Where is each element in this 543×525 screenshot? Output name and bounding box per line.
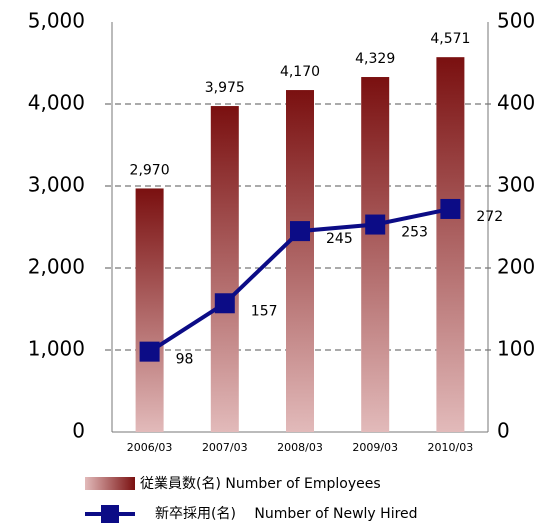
data-label: 4,170 — [280, 64, 320, 80]
y-tick-label: 0 — [72, 419, 85, 443]
legend-swatch — [101, 505, 119, 523]
x-tick-label: 2007/03 — [202, 441, 248, 454]
data-label: 3,975 — [205, 80, 245, 96]
marker — [440, 198, 461, 219]
marker — [214, 293, 235, 314]
legend-label: 新卒採用(名) Number of Newly Hired — [155, 506, 418, 522]
data-label: 245 — [326, 231, 353, 247]
y2-tick-label: 400 — [497, 91, 535, 115]
bar — [210, 106, 239, 433]
data-label: 4,329 — [355, 51, 395, 67]
legend-label: 従業員数(名) Number of Employees — [140, 476, 381, 492]
bar — [135, 188, 164, 432]
y2-tick-label: 0 — [497, 419, 510, 443]
y-tick-label: 2,000 — [28, 255, 85, 279]
bar — [361, 77, 390, 432]
data-label: 253 — [401, 225, 428, 241]
data-label: 157 — [251, 303, 278, 319]
y-tick-label: 5,000 — [28, 9, 85, 33]
marker — [139, 341, 160, 362]
data-label: 98 — [176, 352, 194, 368]
marker — [290, 221, 310, 242]
y-tick-label: 1,000 — [28, 337, 85, 361]
y2-tick-label: 500 — [497, 9, 535, 33]
legend-swatch — [85, 477, 135, 490]
x-tick-label: 2008/03 — [277, 441, 323, 454]
y2-tick-label: 200 — [497, 255, 535, 279]
marker — [365, 214, 386, 235]
data-label: 4,571 — [430, 31, 470, 47]
data-label: 2,970 — [130, 162, 170, 178]
y-tick-label: 4,000 — [28, 91, 85, 115]
x-tick-label: 2006/03 — [127, 441, 173, 454]
y2-tick-label: 100 — [497, 337, 535, 361]
y2-tick-label: 300 — [497, 173, 535, 197]
data-label: 272 — [476, 209, 503, 225]
x-tick-label: 2009/03 — [352, 441, 398, 454]
bar — [286, 90, 314, 432]
x-tick-label: 2010/03 — [428, 441, 474, 454]
y-tick-label: 3,000 — [28, 173, 85, 197]
bar — [436, 57, 465, 432]
